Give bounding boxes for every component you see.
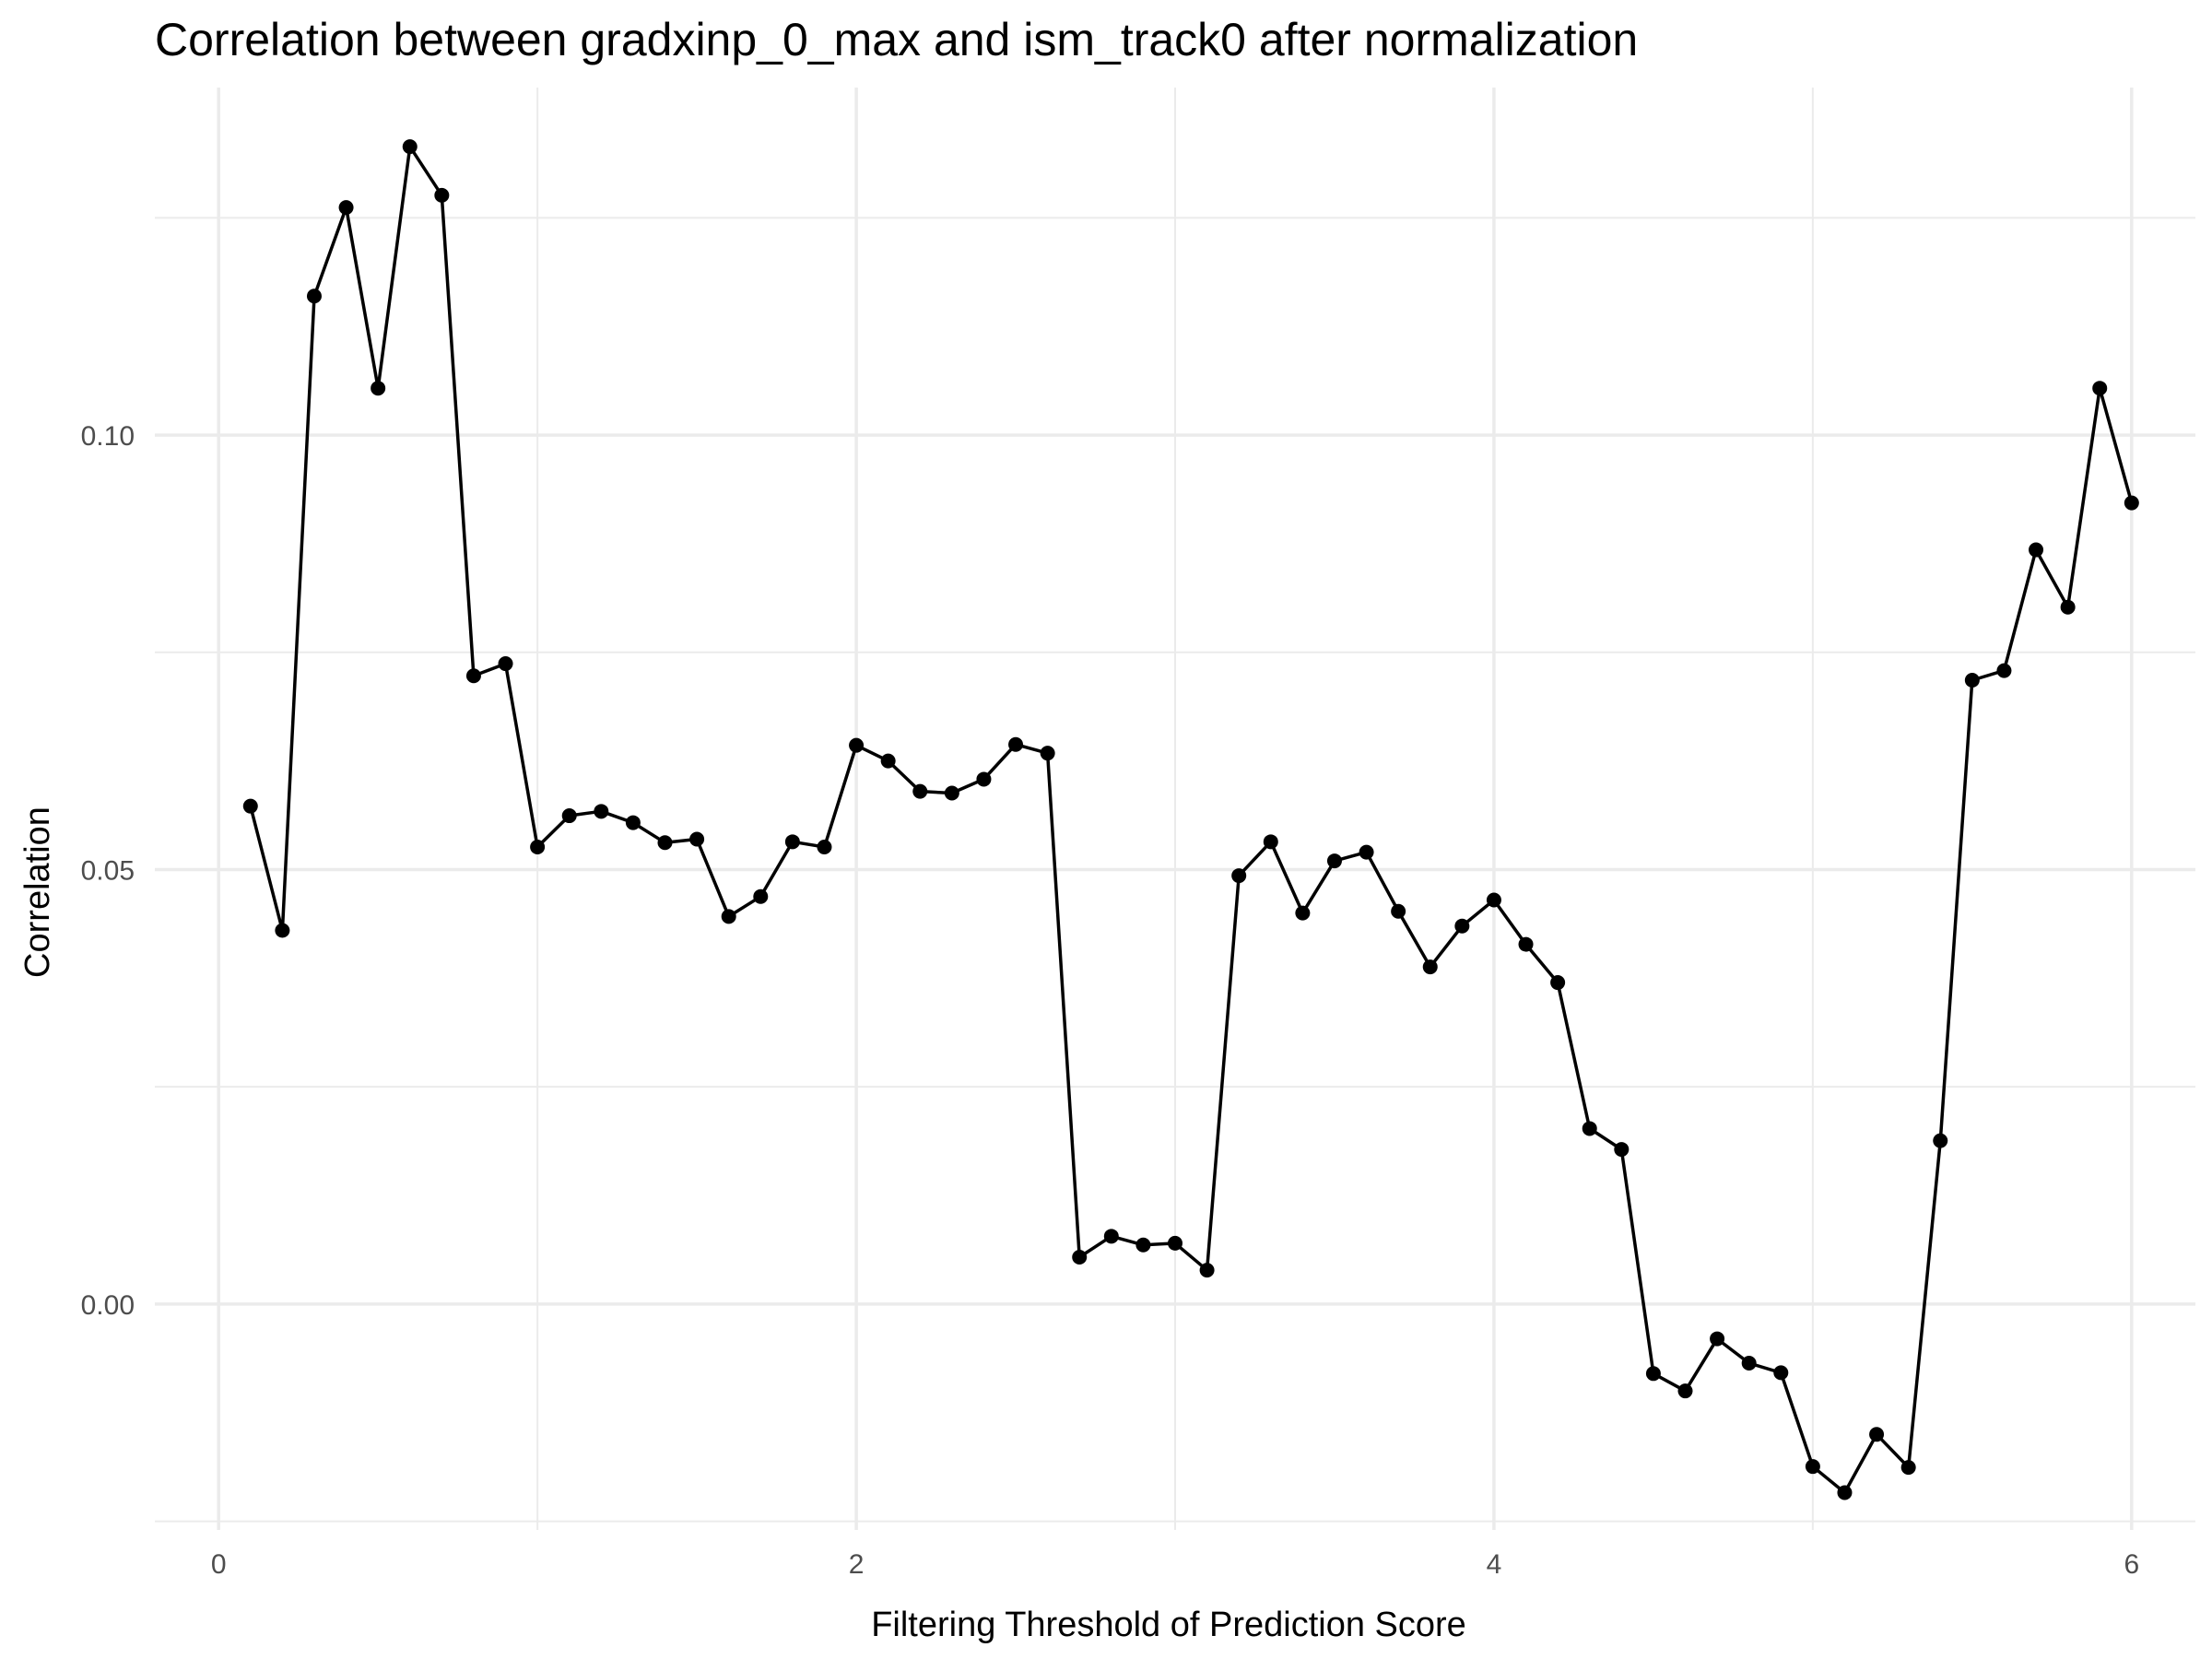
- data-point: [1837, 1485, 1852, 1500]
- data-point: [594, 804, 608, 818]
- data-point: [1869, 1427, 1884, 1441]
- data-point: [371, 381, 385, 395]
- data-point: [1041, 746, 1055, 760]
- data-point: [530, 840, 545, 854]
- data-point: [689, 831, 704, 846]
- data-point: [1806, 1459, 1820, 1474]
- data-point: [1295, 906, 1310, 921]
- data-point: [403, 139, 418, 154]
- data-point: [1104, 1229, 1119, 1243]
- data-point: [849, 738, 864, 753]
- data-point: [339, 200, 354, 215]
- data-point: [1996, 664, 2011, 678]
- data-point: [1264, 834, 1278, 849]
- data-point: [1519, 937, 1534, 952]
- data-point: [881, 754, 896, 769]
- data-point: [912, 784, 927, 799]
- y-tick-label: 0.10: [81, 421, 135, 452]
- data-point: [1008, 737, 1023, 752]
- data-point: [817, 840, 831, 854]
- data-point: [1773, 1365, 1788, 1380]
- data-point: [243, 799, 258, 814]
- x-axis-title: Filtering Threshold of Prediction Score: [871, 1606, 1466, 1644]
- minor-gridlines: [155, 88, 2195, 1530]
- data-point: [1072, 1250, 1087, 1265]
- data-point: [785, 834, 800, 849]
- data-point: [2124, 496, 2139, 511]
- data-point: [658, 835, 673, 850]
- y-axis-ticks: 0.00 0.05 0.10: [81, 421, 135, 1321]
- series-line: [251, 147, 2132, 1492]
- data-point: [1550, 975, 1565, 990]
- data-point: [1965, 673, 1980, 688]
- data-series: [243, 139, 2139, 1500]
- data-point: [976, 771, 991, 786]
- data-point: [1135, 1238, 1150, 1253]
- data-point: [626, 816, 641, 830]
- data-point: [2092, 381, 2107, 395]
- data-point: [1327, 853, 1342, 868]
- y-axis-title: Correlation: [18, 806, 57, 978]
- data-point: [1933, 1134, 1947, 1148]
- data-point: [1678, 1383, 1693, 1398]
- data-point: [2061, 600, 2076, 615]
- x-axis-ticks: 0 2 4 6: [211, 1549, 2139, 1580]
- data-point: [945, 786, 959, 801]
- x-tick-label: 4: [1487, 1549, 1502, 1580]
- x-tick-label: 6: [2124, 1549, 2139, 1580]
- y-tick-label: 0.00: [81, 1290, 135, 1321]
- data-point: [1487, 892, 1501, 907]
- data-point: [434, 188, 449, 203]
- data-point: [1231, 868, 1246, 883]
- data-point: [1901, 1460, 1916, 1475]
- y-tick-label: 0.05: [81, 855, 135, 886]
- data-point: [1200, 1263, 1215, 1277]
- data-point: [722, 909, 736, 924]
- data-point: [499, 656, 513, 671]
- data-point: [1710, 1332, 1724, 1347]
- data-point: [1646, 1366, 1661, 1381]
- x-tick-label: 0: [211, 1549, 227, 1580]
- data-point: [275, 923, 289, 937]
- data-point: [1742, 1356, 1757, 1371]
- data-point: [1583, 1121, 1597, 1135]
- data-point: [1454, 919, 1469, 934]
- x-tick-label: 2: [849, 1549, 865, 1580]
- data-point: [562, 808, 577, 823]
- data-point: [753, 889, 768, 904]
- data-point: [466, 668, 481, 683]
- data-point: [307, 288, 322, 303]
- data-point: [2029, 543, 2043, 558]
- data-point: [1359, 845, 1374, 860]
- data-point: [1614, 1142, 1629, 1157]
- data-point: [1423, 959, 1438, 974]
- data-point: [1168, 1236, 1182, 1251]
- data-point: [1391, 904, 1406, 919]
